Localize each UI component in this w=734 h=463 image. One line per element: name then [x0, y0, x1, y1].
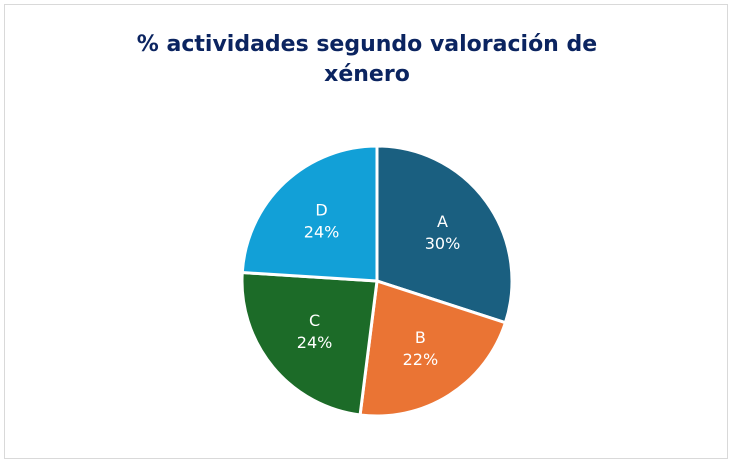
- slice-category: C: [309, 311, 320, 330]
- pie-slice: [375, 144, 514, 325]
- pie-slice: [240, 270, 379, 417]
- slice-value-label: 24%: [297, 333, 333, 352]
- chart-title: % actividades segundo valoración de xéne…: [136, 32, 598, 87]
- slice-category: D: [315, 200, 327, 219]
- slice-category: B: [415, 328, 426, 347]
- chart-frame: [4, 4, 728, 459]
- slice-value-label: 22%: [403, 350, 439, 369]
- slice-value-label: 30%: [425, 234, 461, 253]
- slice-category: A: [437, 212, 448, 231]
- pie-slice: [240, 144, 379, 283]
- slice-value-label: 24%: [304, 222, 340, 241]
- pie-slice: [358, 279, 508, 418]
